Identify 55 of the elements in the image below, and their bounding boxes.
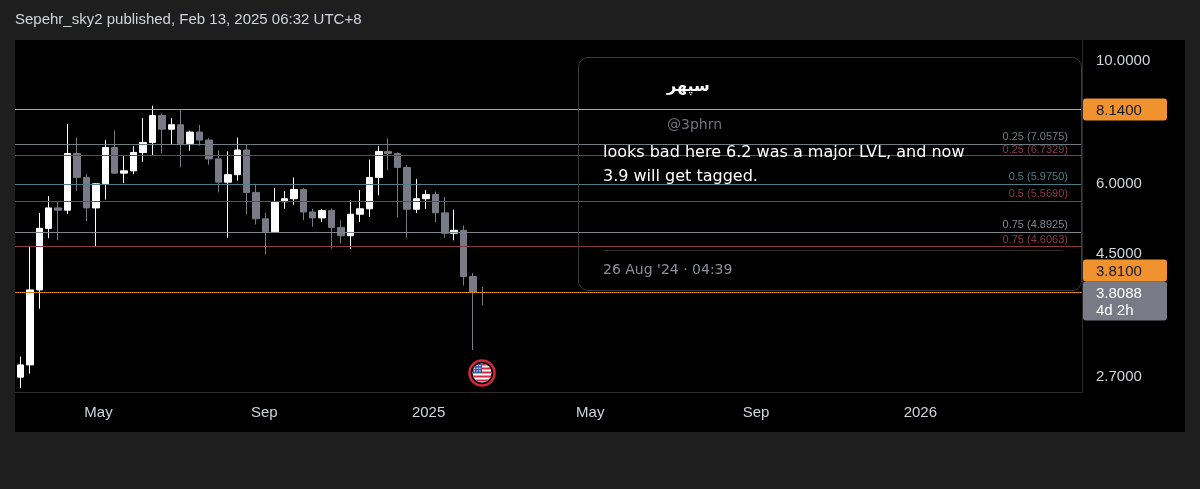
annotation: 0.5 (5.5690) (1008, 186, 1068, 199)
annotation: @3phrn (667, 115, 723, 133)
annotation: سپهر (667, 76, 710, 96)
candlestick (168, 117, 175, 145)
candlestick (318, 208, 326, 223)
annotation: 0.75 (4.6063) (1002, 232, 1068, 245)
candlestick (356, 189, 364, 223)
ref-line-label: 3.8088 4d 2h (1096, 284, 1142, 319)
candlestick (139, 117, 147, 163)
candlestick (215, 149, 222, 193)
candlestick (309, 208, 316, 228)
chart-title: Sepehr_sky2 published, Feb 13, 2025 06:32 UTC+8 (15, 10, 362, 27)
x-tick-label: Sep (250, 403, 278, 420)
annotation: 0.25 (7.0575) (1002, 129, 1068, 142)
candlestick (432, 191, 439, 223)
candlestick (252, 183, 260, 225)
candlestick (45, 195, 52, 239)
y-tick-label: 10.0000 (1096, 51, 1151, 69)
annotation: 0.5 (5.9750) (1008, 169, 1068, 182)
x-tick-label: Sep (742, 403, 770, 420)
candlestick (375, 145, 383, 196)
y-tick-label: 4.5000 (1096, 243, 1142, 261)
candlestick (17, 356, 24, 389)
candlestick (120, 155, 128, 184)
candlestick (290, 176, 298, 206)
annotation: 0.25 (6.7329) (1002, 142, 1068, 155)
x-tick-label: May (84, 403, 114, 420)
candlestick (224, 150, 232, 239)
x-tick-label: 2026 (903, 403, 938, 420)
ref-line-label: 3.8100 (1096, 262, 1142, 280)
candlestick (26, 246, 34, 375)
x-tick-label: May (576, 403, 605, 420)
candlestick (413, 178, 420, 214)
candlestick (36, 212, 43, 310)
ref-line-label: 8.1400 (1096, 101, 1142, 119)
candlestick (186, 129, 194, 152)
candlestick (83, 173, 90, 222)
candlestick (64, 123, 71, 215)
annotation: 26 Aug '24 · 04:39 (603, 260, 733, 278)
candlestick (394, 151, 401, 218)
annotation: looks bad here 6.2 was a major LVL, and now 3.9 will get tagged. (603, 141, 966, 187)
candlestick (347, 199, 354, 250)
candlestick (271, 187, 279, 234)
candlestick (102, 139, 109, 201)
y-tick-label: 2.7000 (1096, 366, 1142, 384)
candlestick (92, 182, 100, 248)
candlestick (234, 137, 241, 182)
x-tick-label: 2025 (411, 403, 446, 420)
candlestick (422, 189, 430, 210)
candlestick (366, 159, 373, 218)
y-tick-label: 6.0000 (1096, 174, 1142, 192)
candlestick (300, 187, 307, 221)
candlestick (149, 105, 156, 156)
annotation: 0.75 (4.8925) (1002, 218, 1068, 231)
candlestick (130, 145, 137, 175)
